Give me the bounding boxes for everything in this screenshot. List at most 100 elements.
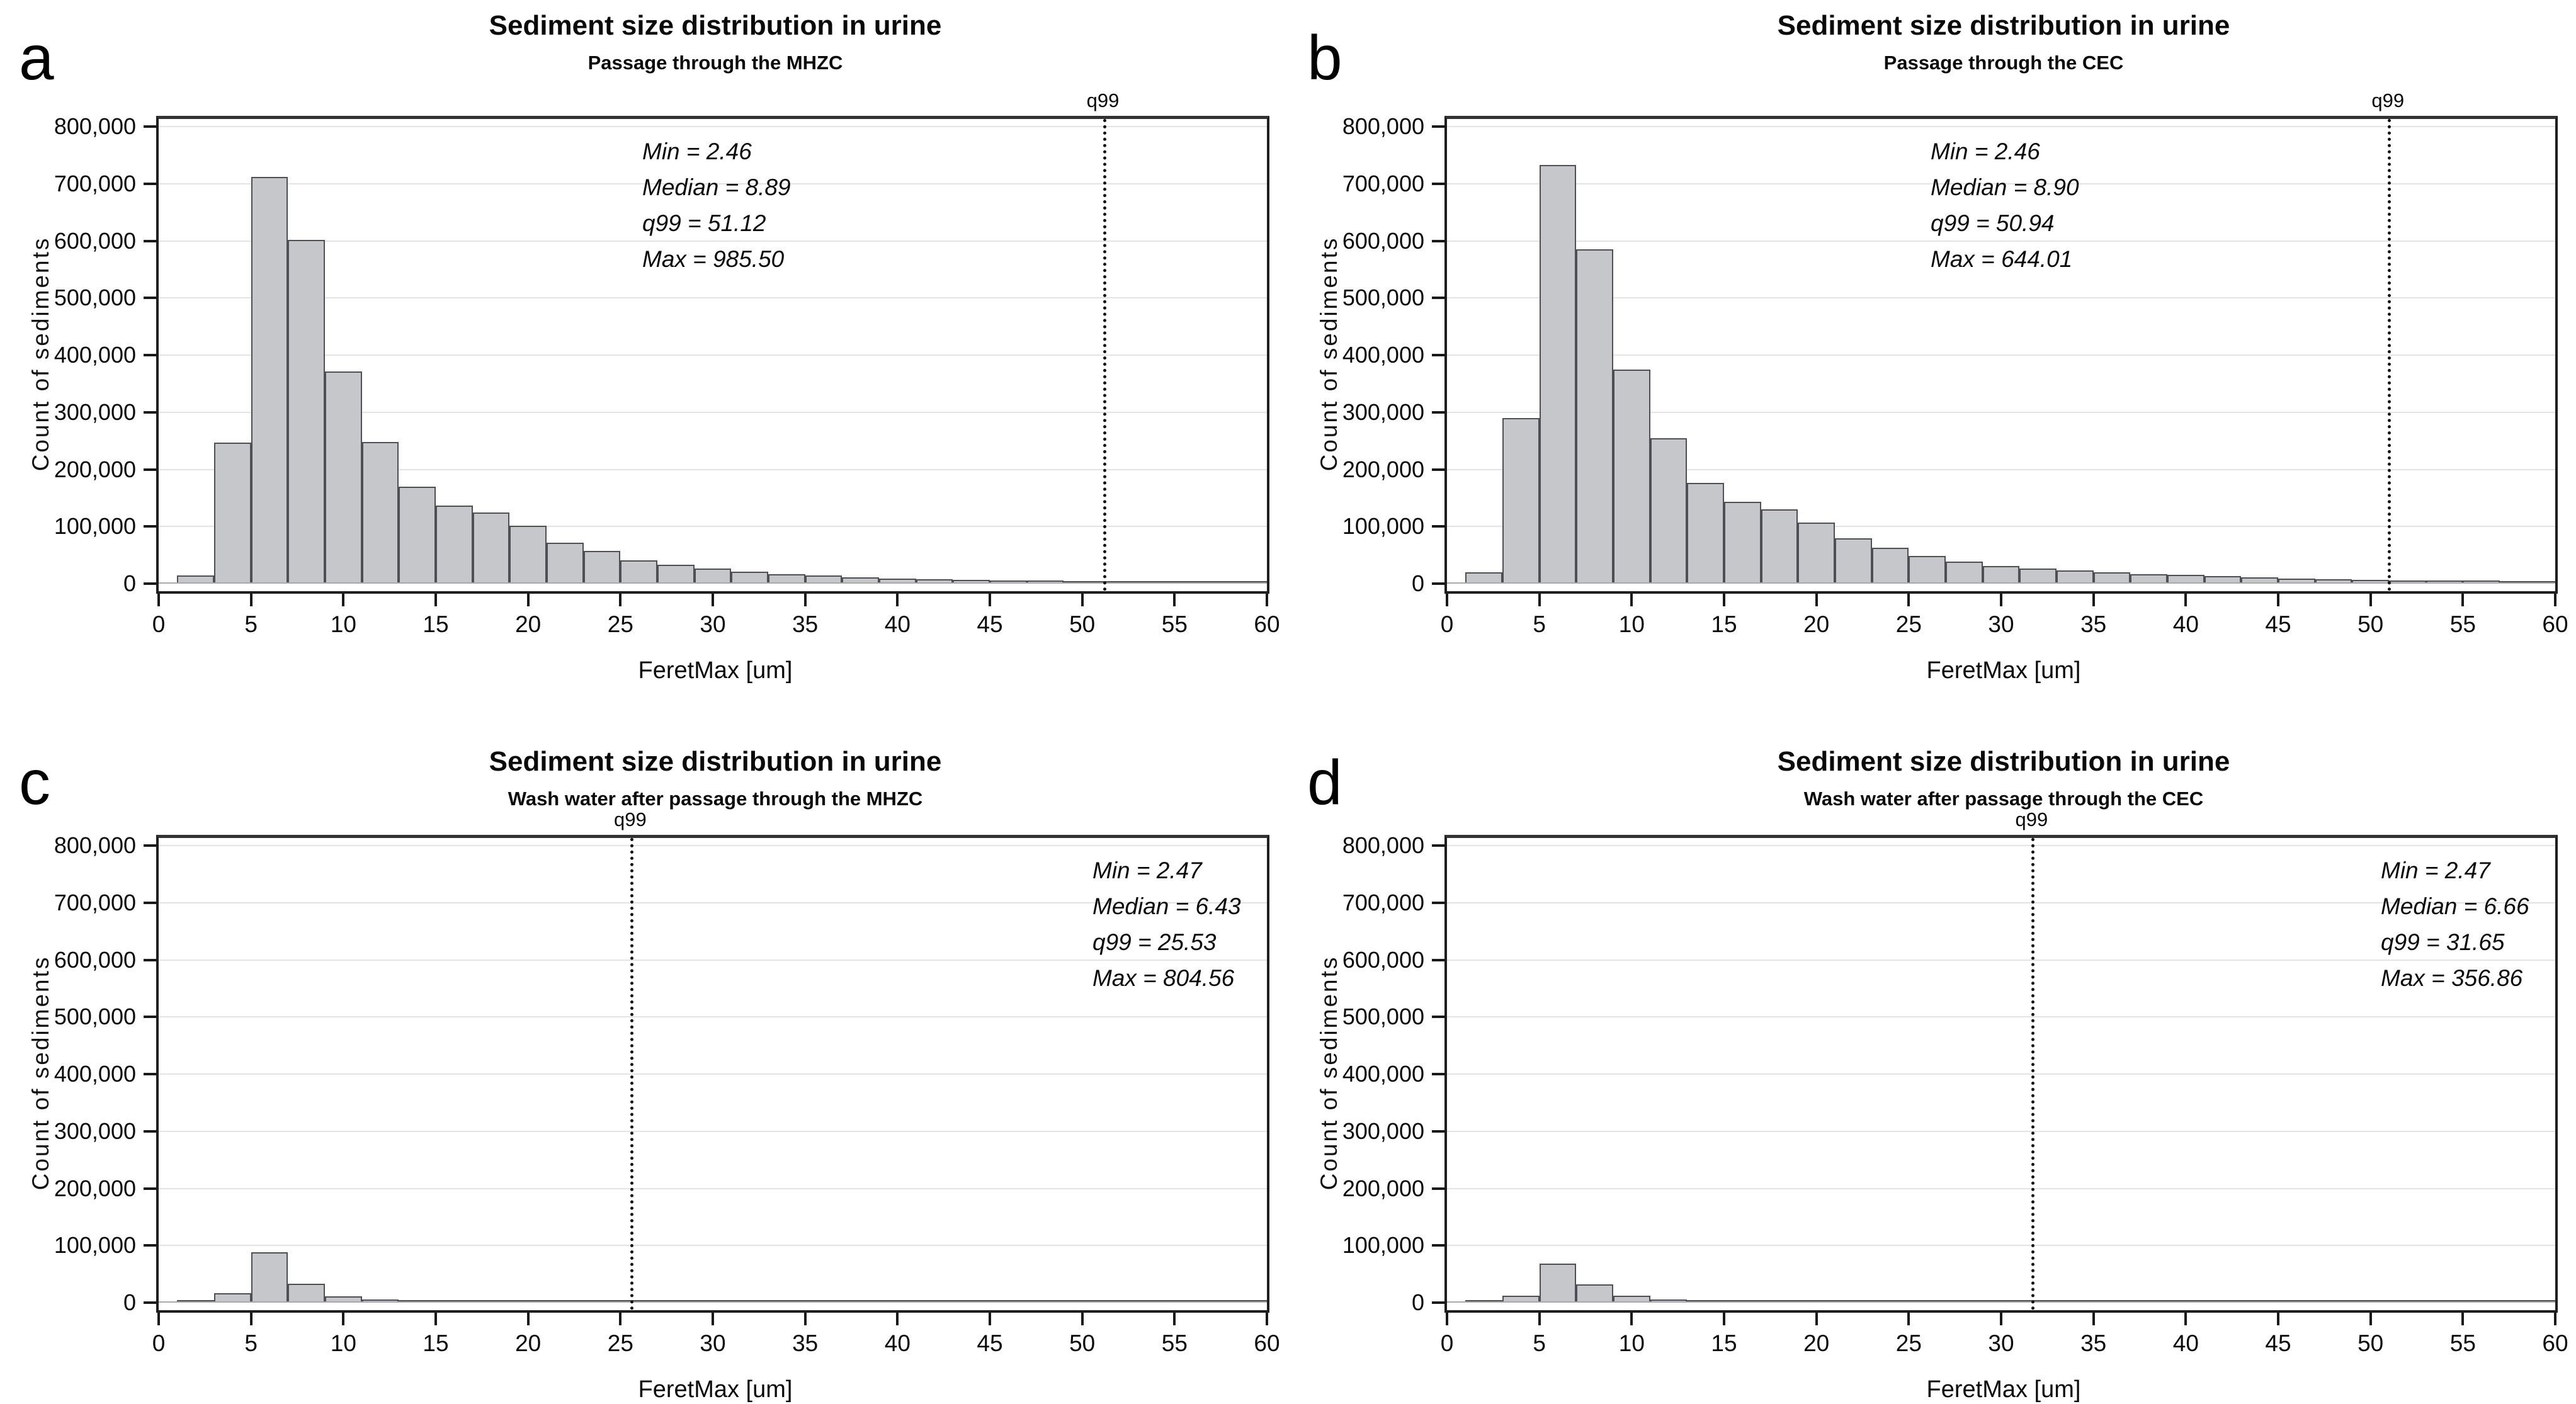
y-axis-tick-label: 700,000 bbox=[54, 889, 136, 915]
x-axis-tick bbox=[2554, 1313, 2556, 1325]
histogram-bar bbox=[1761, 509, 1798, 584]
stats-annotation: Min = 2.46 Median = 8.89 q99 = 51.12 Max… bbox=[642, 133, 791, 277]
y-axis-tick bbox=[1432, 1301, 1446, 1304]
x-axis-tick-label: 30 bbox=[700, 611, 726, 637]
plot-area bbox=[1444, 835, 2558, 1313]
histogram-bar bbox=[251, 1252, 288, 1303]
x-axis-tick bbox=[249, 594, 252, 606]
x-axis-tick bbox=[2092, 1313, 2095, 1325]
histogram-bar bbox=[1502, 417, 1540, 584]
histogram-bar bbox=[399, 486, 436, 584]
x-axis-tick bbox=[2000, 1313, 2002, 1325]
histogram-bar bbox=[1724, 502, 1761, 584]
histogram-bars bbox=[159, 119, 1267, 591]
gridline bbox=[159, 1130, 1267, 1132]
gridline bbox=[159, 845, 1267, 846]
stat-max: Max = 985.50 bbox=[642, 246, 785, 272]
x-axis-tick-label: 20 bbox=[1803, 1330, 1830, 1356]
y-axis-tick bbox=[1432, 1187, 1446, 1190]
y-axis-tick bbox=[144, 1073, 157, 1075]
y-axis-tick bbox=[1432, 901, 1446, 904]
y-axis-tick bbox=[144, 354, 157, 356]
gridline bbox=[1447, 1187, 2555, 1189]
histogram-bar bbox=[1687, 483, 1724, 584]
stats-annotation: Min = 2.46 Median = 8.90 q99 = 50.94 Max… bbox=[1931, 133, 2079, 277]
gridline bbox=[159, 1016, 1267, 1018]
x-axis-tick bbox=[434, 594, 437, 606]
x-axis-tick-label: 60 bbox=[2542, 611, 2568, 637]
gridline bbox=[159, 1245, 1267, 1247]
gridline bbox=[1447, 354, 2555, 356]
y-axis-tick-label: 100,000 bbox=[1342, 513, 1424, 540]
x-axis-tick bbox=[619, 594, 622, 606]
y-axis-tick bbox=[1432, 182, 1446, 185]
x-axis-tick bbox=[1538, 1313, 1541, 1325]
x-axis-tick-label: 25 bbox=[1895, 1330, 1922, 1356]
stat-median: Median = 6.43 bbox=[1092, 893, 1241, 919]
gridline bbox=[1447, 1073, 2555, 1075]
y-axis-tick-label: 200,000 bbox=[54, 456, 136, 482]
x-axis-tick bbox=[989, 1313, 991, 1325]
y-axis-tick-label: 400,000 bbox=[54, 1061, 136, 1087]
x-axis-tick bbox=[2000, 594, 2002, 606]
q99-line bbox=[630, 838, 633, 1310]
x-axis-tick-label: 5 bbox=[1533, 611, 1546, 637]
x-axis-tick bbox=[342, 594, 345, 606]
x-axis-tick bbox=[896, 594, 899, 606]
gridline bbox=[159, 902, 1267, 903]
x-axis-tick bbox=[803, 1313, 807, 1325]
histogram-bar bbox=[1798, 522, 1835, 584]
histogram-bar bbox=[583, 551, 621, 584]
y-axis-tick-label: 300,000 bbox=[1342, 1118, 1424, 1144]
x-axis-tick-label: 20 bbox=[515, 1330, 542, 1356]
x-axis-tick bbox=[1907, 594, 1910, 606]
x-axis-tick-label: 35 bbox=[792, 1330, 819, 1356]
x-axis-tick-label: 15 bbox=[1711, 1330, 1737, 1356]
stat-median: Median = 8.90 bbox=[1931, 174, 2079, 200]
histogram-bar bbox=[1539, 164, 1577, 584]
y-axis-tick bbox=[1432, 1073, 1446, 1075]
histogram-bar bbox=[1946, 561, 1983, 584]
gridline bbox=[159, 959, 1267, 961]
histogram-bar bbox=[436, 505, 473, 584]
stat-q99: q99 = 25.53 bbox=[1092, 929, 1217, 955]
histogram-bar bbox=[1982, 565, 2020, 584]
x-axis-tick bbox=[1081, 594, 1084, 606]
stat-min: Min = 2.47 bbox=[1092, 858, 1202, 883]
x-axis-tick bbox=[1815, 1313, 1818, 1325]
y-axis-tick bbox=[144, 297, 157, 300]
y-axis-tick-label: 700,000 bbox=[54, 170, 136, 196]
histogram-bar bbox=[509, 526, 547, 584]
x-axis-title: FeretMax [um] bbox=[638, 1376, 793, 1403]
x-axis-tick bbox=[2369, 1313, 2372, 1325]
x-axis-tick-label: 60 bbox=[2542, 1330, 2568, 1356]
x-axis-tick bbox=[157, 594, 160, 606]
x-axis-tick bbox=[434, 1313, 437, 1325]
y-axis-tick-label: 600,000 bbox=[1342, 227, 1424, 254]
q99-line bbox=[2388, 119, 2392, 591]
x-axis-tick-label: 60 bbox=[1254, 1330, 1280, 1356]
x-axis-tick-label: 20 bbox=[515, 611, 542, 637]
y-axis-tick-label: 200,000 bbox=[1342, 1175, 1424, 1201]
y-axis-tick bbox=[144, 525, 157, 528]
histogram-bar bbox=[1613, 369, 1650, 584]
stat-q99: q99 = 51.12 bbox=[642, 210, 766, 236]
stats-annotation: Min = 2.47 Median = 6.66 q99 = 31.65 Max… bbox=[2381, 852, 2529, 996]
stat-max: Max = 356.86 bbox=[2381, 965, 2523, 991]
stat-min: Min = 2.46 bbox=[1931, 139, 2040, 164]
zero-baseline bbox=[1447, 1301, 2555, 1303]
stat-max: Max = 804.56 bbox=[1092, 965, 1235, 991]
y-axis-tick bbox=[1432, 958, 1446, 961]
x-axis-tick-label: 35 bbox=[2080, 611, 2107, 637]
gridline bbox=[159, 240, 1267, 242]
x-axis-tick-label: 0 bbox=[1440, 1330, 1454, 1356]
x-axis-tick bbox=[1446, 1313, 1448, 1325]
x-axis-tick-label: 0 bbox=[152, 1330, 166, 1356]
x-axis-tick bbox=[526, 1313, 530, 1325]
x-axis-tick bbox=[712, 594, 714, 606]
x-axis-tick-label: 55 bbox=[1161, 611, 1188, 637]
x-axis-title: FeretMax [um] bbox=[638, 657, 793, 684]
histogram-bar bbox=[1576, 249, 1613, 584]
panel-a: a Sediment size distribution in urine Pa… bbox=[0, 0, 1288, 702]
y-axis-tick bbox=[1432, 297, 1446, 300]
